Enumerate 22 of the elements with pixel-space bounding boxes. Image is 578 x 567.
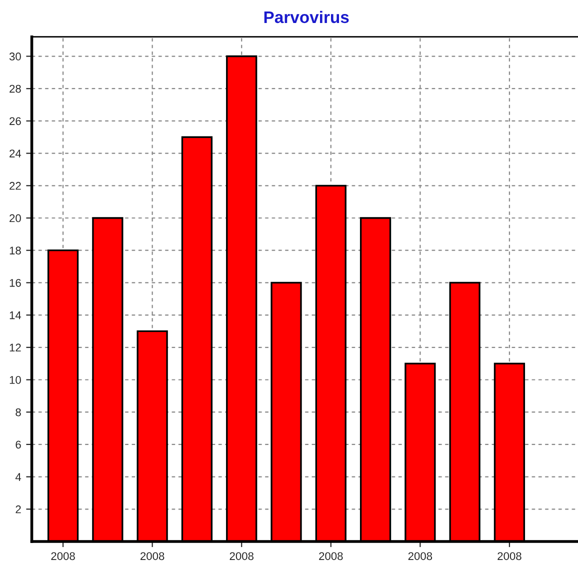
- y-tick-label: 4: [15, 473, 22, 481]
- y-tick-label: 22: [10, 182, 21, 190]
- x-tick-label: 2008: [140, 552, 164, 560]
- y-tick-label: 28: [10, 84, 21, 93]
- y-tick-label: 18: [10, 246, 21, 254]
- y-tick-label: 10: [10, 376, 21, 384]
- y-tick-label: 6: [16, 440, 21, 449]
- y-tick-label: 12: [10, 344, 21, 352]
- y-tick-label: 16: [10, 278, 21, 287]
- y-tick-label: 24: [10, 150, 22, 158]
- y-tick-label: 26: [10, 117, 21, 126]
- chart-title: Parvovirus: [264, 10, 349, 24]
- x-tick-label: 2008: [230, 552, 254, 560]
- y-tick-label: 20: [10, 214, 21, 222]
- y-tick-label: 14: [10, 311, 22, 320]
- y-tick-label: 8: [16, 408, 21, 416]
- x-tick-label: 2008: [498, 552, 522, 560]
- x-tick-label: 2008: [51, 552, 75, 560]
- y-tick-label: 2: [16, 505, 21, 514]
- x-tick-label: 2008: [319, 552, 343, 560]
- x-tick-label: 2008: [408, 552, 432, 560]
- y-tick-label: 30: [9, 52, 21, 60]
